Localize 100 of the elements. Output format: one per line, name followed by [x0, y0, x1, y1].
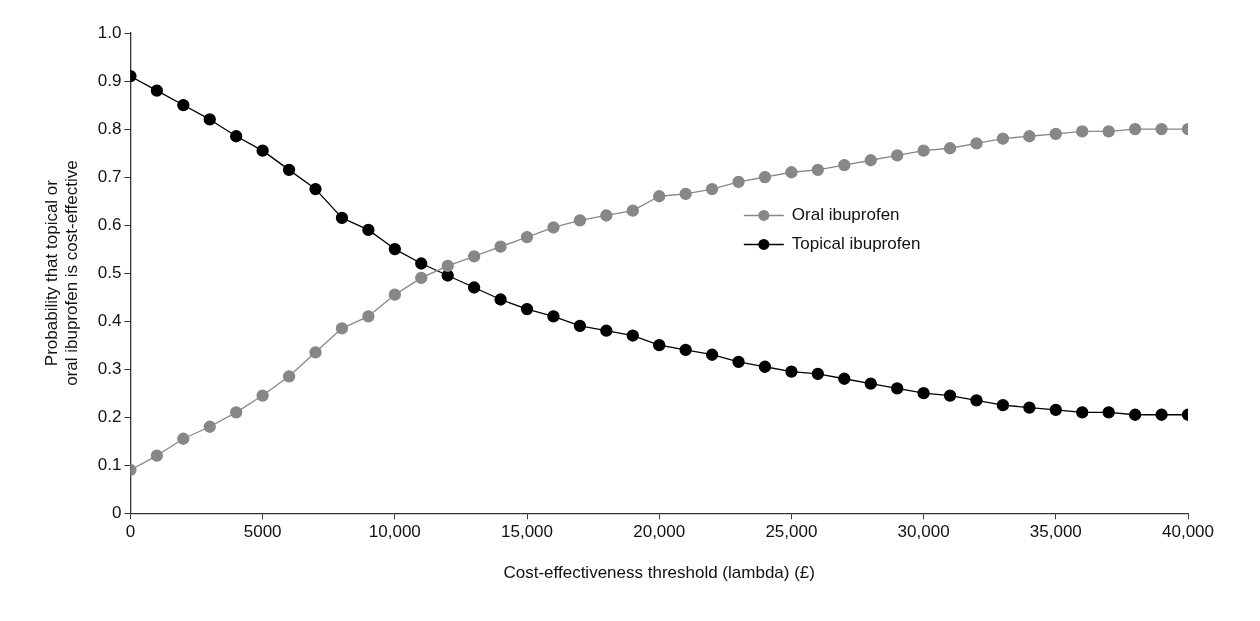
- point: [1128, 408, 1142, 421]
- point: [996, 132, 1010, 145]
- point: [785, 365, 798, 378]
- point: [1023, 401, 1036, 414]
- point: [679, 343, 692, 357]
- point: [653, 190, 666, 203]
- point: [150, 449, 164, 462]
- x-tick-label: 10,000: [368, 522, 421, 542]
- y-tick-label: 0.7: [97, 166, 122, 186]
- y-tick-label: 0.4: [97, 310, 122, 330]
- point: [282, 163, 296, 177]
- legend-label: Oral ibuprofen: [791, 205, 900, 225]
- point: [203, 113, 216, 126]
- point: [1049, 127, 1062, 140]
- point: [494, 293, 507, 306]
- point: [520, 302, 534, 316]
- y-tick-label: 0.2: [97, 406, 122, 426]
- y-tick-label: 0.3: [97, 358, 122, 378]
- point: [362, 223, 375, 237]
- x-tick-label: 5000: [243, 522, 282, 542]
- point: [256, 144, 269, 157]
- x-tick-label: 0: [125, 522, 136, 542]
- point: [573, 214, 587, 227]
- y-tick-label: 0.5: [97, 262, 122, 282]
- x-tick-label: 40,000: [1162, 522, 1214, 542]
- point: [943, 389, 957, 402]
- point: [970, 394, 983, 407]
- x-tick-label: 25,000: [765, 522, 818, 542]
- point: [732, 175, 745, 189]
- point: [547, 310, 560, 323]
- point: [864, 154, 877, 167]
- point: [309, 346, 322, 359]
- point: [626, 204, 639, 217]
- point: [467, 250, 481, 263]
- point: [891, 149, 904, 162]
- point: [838, 372, 851, 385]
- point: [1076, 125, 1089, 138]
- point: [811, 163, 824, 177]
- point: [547, 221, 560, 234]
- point: [600, 324, 613, 337]
- point: [996, 399, 1010, 412]
- x-axis-title: Cost-effectiveness threshold (lambda) (£): [503, 563, 815, 583]
- point: [1155, 408, 1168, 421]
- point: [1102, 125, 1115, 138]
- point: [415, 271, 428, 285]
- point: [230, 130, 243, 143]
- point: [653, 338, 666, 352]
- point: [362, 310, 375, 323]
- y-tick-label: 0.8: [97, 118, 122, 138]
- point: [970, 137, 983, 150]
- point: [467, 281, 481, 294]
- y-tick-label: 0.9: [97, 70, 122, 90]
- y-tick-label: 1.0: [97, 22, 122, 42]
- point: [679, 187, 692, 201]
- point: [177, 432, 190, 445]
- point: [1128, 122, 1142, 136]
- point: [785, 166, 798, 179]
- point: [494, 240, 507, 253]
- point: [864, 377, 877, 390]
- point: [838, 158, 851, 172]
- point: [626, 329, 639, 342]
- y-axis-title: Probability that topical or oral ibuprofen is cost-effective: [41, 160, 82, 386]
- point: [758, 360, 772, 373]
- point: [811, 367, 824, 381]
- point: [917, 387, 930, 400]
- point: [1049, 403, 1062, 417]
- point: [150, 84, 164, 97]
- legend-label: Topical ibuprofen: [791, 234, 921, 254]
- point: [415, 257, 428, 270]
- x-tick-label: 35,000: [1029, 522, 1082, 542]
- point: [573, 319, 587, 333]
- point: [388, 242, 401, 256]
- point: [282, 370, 296, 383]
- point: [732, 355, 745, 369]
- point: [203, 420, 216, 433]
- point: [441, 259, 454, 273]
- point: [335, 322, 349, 335]
- point: [705, 348, 719, 361]
- x-tick-label: 20,000: [633, 522, 686, 542]
- point: [705, 182, 719, 196]
- point: [891, 382, 904, 395]
- y-tick-label: 0: [111, 502, 122, 522]
- point: [177, 98, 190, 112]
- point: [335, 211, 349, 225]
- y-tick-label: 0.1: [97, 454, 122, 474]
- point: [758, 170, 772, 184]
- point: [1102, 406, 1115, 419]
- point: [388, 288, 401, 301]
- point: [230, 406, 243, 419]
- point: [309, 182, 322, 196]
- point: [1155, 122, 1168, 136]
- point: [600, 209, 613, 222]
- point: [943, 142, 957, 155]
- x-tick-label: 15,000: [501, 522, 554, 542]
- point: [256, 389, 269, 402]
- point: [917, 144, 930, 157]
- x-tick-label: 30,000: [897, 522, 950, 542]
- point: [1023, 130, 1036, 143]
- point: [520, 230, 534, 244]
- point: [1076, 406, 1089, 419]
